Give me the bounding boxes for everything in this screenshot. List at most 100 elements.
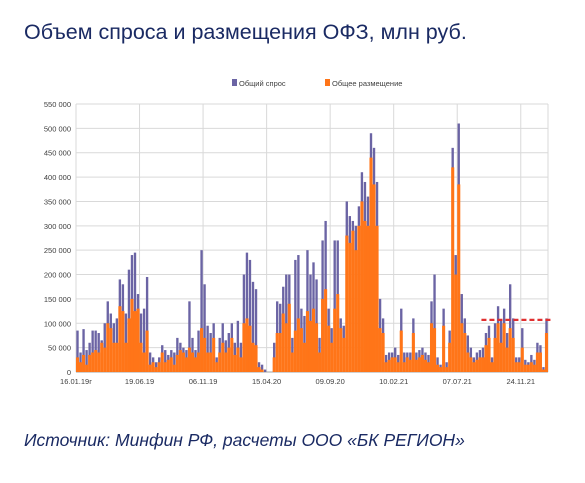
bar-placement <box>330 342 334 372</box>
bar-placement <box>439 367 443 372</box>
bar-placement <box>302 342 306 372</box>
bar-placement <box>181 352 185 372</box>
bar-placement <box>193 357 198 372</box>
bar-placement <box>375 225 379 372</box>
bar-placement <box>487 337 491 372</box>
y-tick-label: 500 000 <box>44 124 71 133</box>
legend-swatch <box>325 79 330 86</box>
bar-placement <box>103 347 107 372</box>
bar-placement <box>532 364 536 372</box>
y-tick-label: 150 000 <box>44 295 71 304</box>
bar-placement <box>469 357 473 372</box>
bar-demand <box>251 281 255 372</box>
bar-placement <box>272 357 276 372</box>
bar-placement <box>163 362 167 372</box>
bar-placement <box>408 359 412 372</box>
bar-placement <box>463 333 467 372</box>
bar-demand <box>333 240 336 372</box>
bar-placement <box>245 318 249 372</box>
y-tick-label: 350 000 <box>44 197 71 206</box>
bar-placement <box>390 357 394 372</box>
bar-placement <box>436 364 440 372</box>
bar-placement <box>535 352 539 372</box>
bar-placement <box>529 362 533 372</box>
page-title: Объем спроса и размещения ОФЗ, млн руб. <box>24 20 467 44</box>
y-tick-label: 450 000 <box>44 149 71 158</box>
bar-demand <box>176 337 179 372</box>
bar-placement <box>106 323 110 372</box>
bar-placement <box>402 362 406 372</box>
bar-placement <box>484 345 488 372</box>
bar-placement <box>538 352 542 372</box>
bar-placement <box>454 274 458 372</box>
bar-placement <box>502 323 506 372</box>
bar-placement <box>475 359 479 372</box>
bar-placement <box>142 352 146 372</box>
bar-placement <box>178 350 182 372</box>
bar-placement <box>423 359 428 372</box>
bar-demand <box>257 362 261 372</box>
bar-placement <box>75 357 80 372</box>
bar-placement <box>260 369 264 372</box>
bar-placement <box>154 367 158 372</box>
bar-placement <box>124 342 128 372</box>
bar-placement <box>221 342 225 372</box>
bar-placement <box>508 328 512 372</box>
bar-placement <box>384 362 388 372</box>
bar-placement <box>348 242 352 372</box>
legend-layer: Общий спрос Общее размещение <box>232 79 402 88</box>
bar-placement <box>215 362 219 372</box>
bar-placement <box>139 342 143 372</box>
bar-placement <box>121 311 125 372</box>
bar-placement <box>236 347 240 372</box>
bar-placement <box>278 333 282 372</box>
bar-placement <box>324 289 328 372</box>
bar-placement <box>112 342 116 372</box>
bars-layer <box>75 123 552 373</box>
bar-placement <box>327 325 331 372</box>
x-tick-label: 19.06.19 <box>125 377 154 386</box>
bar-placement <box>460 323 464 372</box>
bar-demand <box>245 252 249 372</box>
bar-placement <box>393 357 397 372</box>
bar-placement <box>224 352 228 372</box>
bar-placement <box>299 328 303 372</box>
bar-placement <box>414 359 418 372</box>
bar-placement <box>82 354 86 372</box>
bar-placement <box>499 342 503 372</box>
y-tick-label: 50 000 <box>48 344 71 353</box>
bar-demand <box>155 362 158 372</box>
bar-placement <box>242 323 246 372</box>
bar-placement <box>478 357 482 372</box>
bar-placement <box>336 294 340 372</box>
bar-placement <box>197 352 201 372</box>
x-tick-label: 10.02.21 <box>379 377 408 386</box>
bar-placement <box>372 184 376 372</box>
bar-placement <box>97 352 101 372</box>
bar-placement <box>381 333 385 372</box>
bar-demand <box>85 350 88 372</box>
bar-placement <box>472 362 476 372</box>
bar-placement <box>94 350 98 372</box>
bar-placement <box>363 220 367 372</box>
bar-placement <box>342 337 346 372</box>
bar-placement <box>366 225 370 372</box>
bar-placement <box>218 352 222 372</box>
bar-placement <box>88 354 92 372</box>
bar-placement <box>442 325 446 372</box>
y-tick-label: 0 <box>67 368 71 377</box>
bar-placement <box>172 364 176 372</box>
bar-placement <box>514 362 518 372</box>
bar-placement <box>254 345 258 372</box>
bar-demand <box>173 352 176 372</box>
bar-demand <box>200 250 203 372</box>
bar-placement <box>351 230 355 372</box>
bar-placement <box>248 325 252 372</box>
bar-placement <box>541 369 546 372</box>
bar-demand <box>76 330 79 372</box>
bar-placement <box>511 337 515 372</box>
bar-placement <box>493 337 497 372</box>
x-tick-label: 24.11.21 <box>506 377 535 386</box>
bar-placement <box>357 225 361 372</box>
bar-placement <box>227 347 231 372</box>
